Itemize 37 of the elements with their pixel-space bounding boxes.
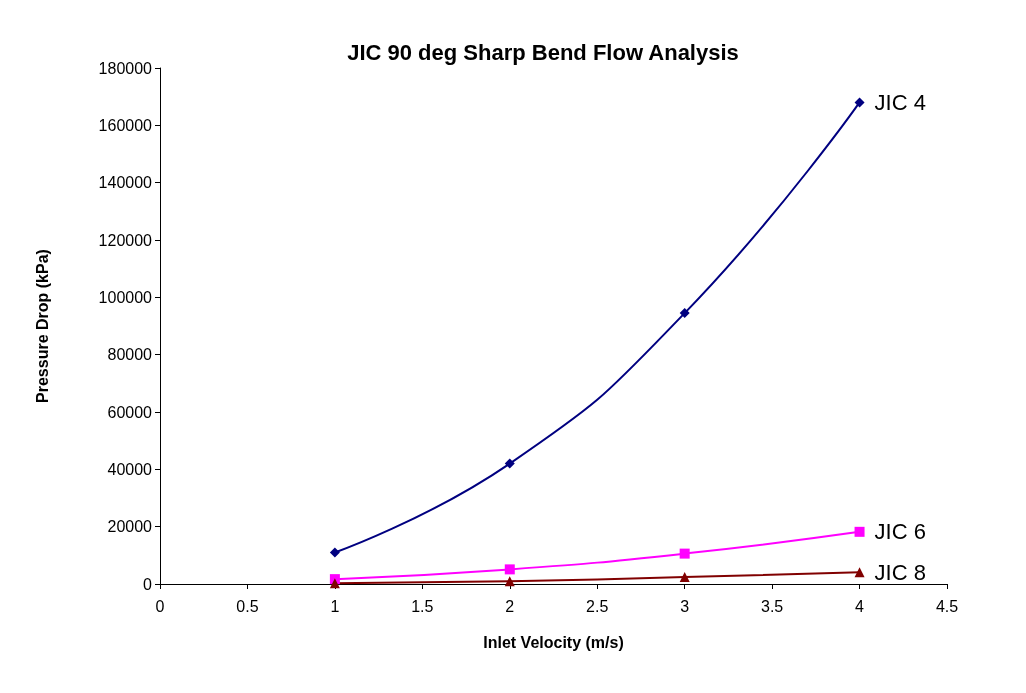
x-tick-label: 2 (505, 597, 515, 615)
point (504, 458, 515, 469)
x-tick-label: 3 (680, 597, 690, 615)
point (329, 578, 340, 589)
point (329, 547, 340, 558)
y-tick-label: 120000 (98, 231, 153, 249)
point (854, 526, 865, 537)
point (504, 564, 515, 575)
x-tick-label: 3.5 (760, 597, 784, 615)
x-tick-label: 4.5 (935, 597, 959, 615)
point (679, 308, 690, 319)
y-tick-label: 180000 (98, 59, 153, 77)
y-tick-label: 160000 (98, 116, 153, 134)
point (504, 576, 515, 587)
point (679, 548, 690, 559)
y-tick-label: 0 (143, 575, 153, 593)
series-label: JIC 6 (874, 519, 926, 545)
y-tick-label: 20000 (107, 518, 153, 536)
series-label: JIC 8 (874, 559, 926, 585)
y-tick-label: 80000 (107, 346, 153, 364)
x-tick-label: 2.5 (586, 597, 609, 615)
chart-title: JIC 90 deg Sharp Bend Flow Analysis (347, 39, 739, 65)
point (679, 572, 690, 583)
y-tick-label: 100000 (98, 288, 153, 306)
x-tick-label: 0 (155, 597, 165, 615)
y-tick-label: 40000 (107, 460, 153, 478)
x-tick-label: 4 (855, 597, 865, 615)
x-tick-label: 1 (330, 597, 340, 615)
x-axis-title: Inlet Velocity (m/s) (483, 633, 624, 651)
x-tick-label: 1.5 (411, 597, 434, 615)
y-tick-label: 60000 (107, 403, 153, 421)
x-tick-label: 0.5 (236, 597, 259, 615)
y-tick-label: 140000 (98, 174, 153, 192)
y-axis-title: Pressure Drop (kPa) (33, 249, 51, 403)
point (854, 97, 865, 108)
series-label: JIC 4 (874, 89, 926, 115)
point (854, 567, 865, 578)
